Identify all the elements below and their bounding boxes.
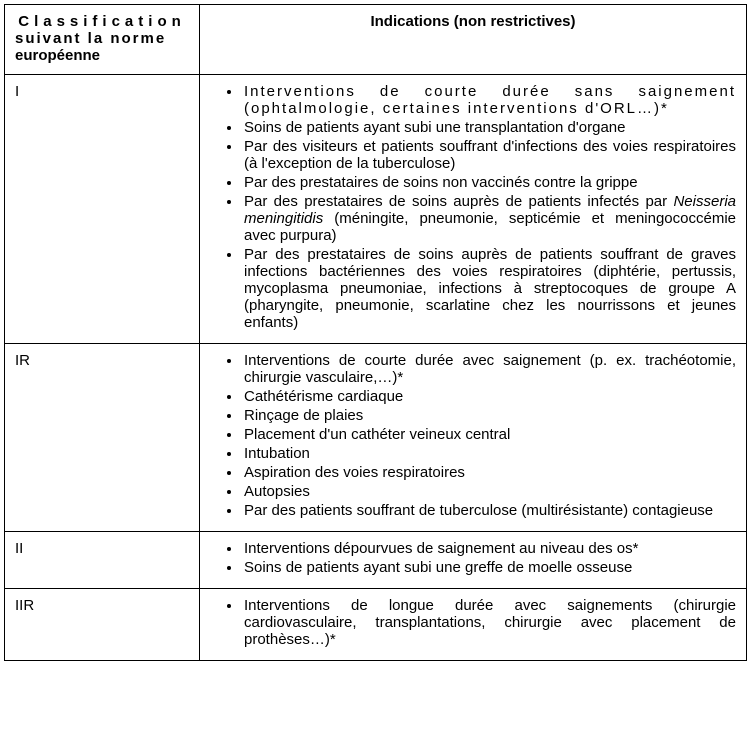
bullet-list: Interventions de courte durée sans saign… [210, 83, 736, 331]
list-item: Autopsies [242, 483, 736, 500]
class-cell: IIR [5, 589, 200, 661]
list-item: Interventions de courte durée sans saign… [242, 83, 736, 117]
list-item: Par des prestataires de soins non vaccin… [242, 174, 736, 191]
list-item: Aspiration des voies respiratoires [242, 464, 736, 481]
indications-cell: Interventions dépourvues de saignement a… [200, 532, 747, 589]
indications-cell: Interventions de courte durée avec saign… [200, 344, 747, 532]
table-row: IR Interventions de courte durée avec sa… [5, 344, 747, 532]
list-item: Soins de patients ayant subi une greffe … [242, 559, 736, 576]
list-item: Par des prestataires de soins auprès de … [242, 246, 736, 331]
table-row: IIR Interventions de longue durée avec s… [5, 589, 747, 661]
list-item: Placement d'un cathéter veineux central [242, 426, 736, 443]
header-line3: européenne [15, 47, 189, 64]
list-item: Par des prestataires de soins auprès de … [242, 193, 736, 244]
table-row: II Interventions dépourvues de saignemen… [5, 532, 747, 589]
list-item: Intubation [242, 445, 736, 462]
bullet-list: Interventions dépourvues de saignement a… [210, 540, 736, 576]
list-item: Cathétérisme cardiaque [242, 388, 736, 405]
class-cell: IR [5, 344, 200, 532]
class-cell: I [5, 75, 200, 344]
table-row: I Interventions de courte durée sans sai… [5, 75, 747, 344]
header-line1: Classification [18, 13, 186, 30]
list-item: Soins de patients ayant subi une transpl… [242, 119, 736, 136]
list-item: Interventions de longue durée avec saign… [242, 597, 736, 648]
classification-table: Classification suivant la norme européen… [4, 4, 747, 661]
bullet-list: Interventions de courte durée avec saign… [210, 352, 736, 519]
list-item: Interventions dépourvues de saignement a… [242, 540, 736, 557]
list-item: Rinçage de plaies [242, 407, 736, 424]
table-header-row: Classification suivant la norme européen… [5, 5, 747, 75]
list-item: Par des visiteurs et patients souffrant … [242, 138, 736, 172]
header-classification: Classification suivant la norme européen… [5, 5, 200, 75]
bullet-list: Interventions de longue durée avec saign… [210, 597, 736, 648]
header-indications: Indications (non restrictives) [200, 5, 747, 75]
header-line2: suivant la norme [15, 30, 189, 47]
indications-cell: Interventions de longue durée avec saign… [200, 589, 747, 661]
list-item: Par des patients souffrant de tuberculos… [242, 502, 736, 519]
list-item: Interventions de courte durée avec saign… [242, 352, 736, 386]
text-part: Par des prestataires de soins auprès de … [244, 193, 673, 210]
class-cell: II [5, 532, 200, 589]
indications-cell: Interventions de courte durée sans saign… [200, 75, 747, 344]
